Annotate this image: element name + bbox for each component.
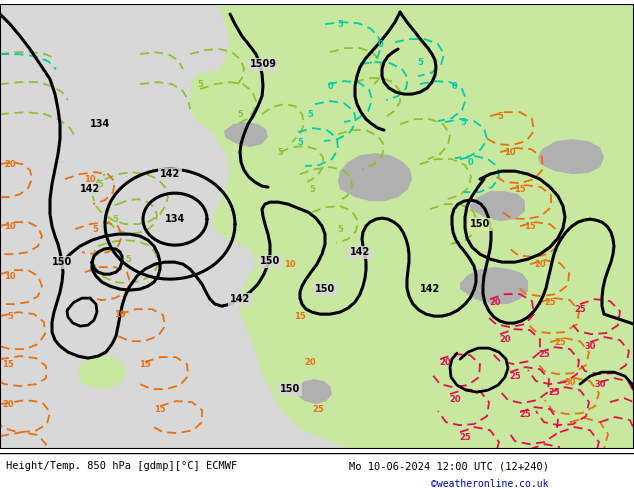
Text: 20: 20	[489, 297, 501, 307]
Polygon shape	[338, 153, 412, 201]
Polygon shape	[224, 122, 268, 147]
Text: 20: 20	[499, 335, 511, 343]
Text: 20: 20	[2, 400, 14, 409]
Text: 5: 5	[7, 312, 13, 320]
Text: 25: 25	[509, 371, 521, 381]
Text: 15: 15	[524, 221, 536, 231]
Text: 10: 10	[284, 260, 296, 269]
Text: 10: 10	[84, 174, 96, 184]
Text: 5: 5	[297, 138, 303, 147]
Text: 0: 0	[377, 40, 383, 49]
Text: 10: 10	[4, 271, 16, 281]
Text: 5: 5	[125, 255, 131, 264]
Text: 10: 10	[4, 221, 16, 231]
Polygon shape	[268, 321, 293, 354]
Polygon shape	[458, 79, 510, 135]
Text: 0: 0	[452, 82, 458, 91]
Text: 25: 25	[544, 297, 556, 307]
Text: 5: 5	[237, 110, 243, 119]
Text: 134: 134	[90, 119, 110, 129]
Text: 20: 20	[439, 358, 451, 367]
Text: 20: 20	[304, 358, 316, 367]
Text: 10: 10	[504, 147, 516, 157]
Text: 142: 142	[350, 247, 370, 257]
Text: 150: 150	[470, 219, 490, 229]
Text: 5: 5	[309, 185, 315, 194]
Text: 0: 0	[327, 82, 333, 91]
Polygon shape	[295, 379, 332, 404]
Text: 5: 5	[337, 224, 343, 234]
Polygon shape	[300, 4, 562, 244]
Text: 30: 30	[585, 342, 596, 351]
Text: 5: 5	[92, 224, 98, 234]
Text: 1509: 1509	[250, 59, 276, 69]
Text: 15: 15	[514, 185, 526, 194]
Text: 25: 25	[574, 305, 586, 314]
Polygon shape	[78, 356, 126, 389]
Text: 25: 25	[519, 410, 531, 418]
Text: 134: 134	[165, 214, 185, 224]
Text: 0: 0	[467, 158, 473, 167]
Text: 5: 5	[460, 118, 466, 126]
Text: 142: 142	[230, 294, 250, 304]
Polygon shape	[206, 4, 634, 449]
Text: 150: 150	[315, 284, 335, 294]
Text: 10: 10	[114, 310, 126, 318]
Text: 15: 15	[139, 360, 151, 368]
Polygon shape	[190, 71, 286, 146]
Text: 150: 150	[260, 256, 280, 266]
Polygon shape	[460, 267, 528, 304]
Text: 20: 20	[4, 160, 16, 169]
Text: 25: 25	[548, 388, 560, 396]
Text: 25: 25	[312, 405, 324, 414]
Text: 25: 25	[554, 338, 566, 346]
Text: 30: 30	[594, 380, 605, 389]
Text: 5: 5	[497, 112, 503, 121]
Text: ©weatheronline.co.uk: ©weatheronline.co.uk	[431, 480, 548, 490]
Polygon shape	[538, 139, 604, 174]
Text: 5: 5	[112, 215, 118, 223]
Text: 15: 15	[154, 405, 166, 414]
Polygon shape	[340, 49, 400, 171]
Text: 5: 5	[307, 110, 313, 119]
Text: 25: 25	[459, 433, 471, 441]
Polygon shape	[258, 329, 280, 354]
Text: 142: 142	[160, 169, 180, 179]
Text: 20: 20	[534, 260, 546, 269]
Text: 30: 30	[564, 378, 576, 387]
Text: 150: 150	[280, 384, 300, 394]
Text: 25: 25	[538, 350, 550, 359]
Text: Mo 10-06-2024 12:00 UTC (12+240): Mo 10-06-2024 12:00 UTC (12+240)	[349, 461, 548, 471]
Polygon shape	[290, 330, 333, 373]
Text: 20: 20	[449, 394, 461, 404]
Polygon shape	[470, 191, 525, 221]
Text: 5: 5	[197, 79, 203, 89]
Text: 5: 5	[277, 147, 283, 157]
Text: 5: 5	[337, 20, 343, 28]
Text: 142: 142	[80, 184, 100, 194]
Text: 5: 5	[417, 58, 423, 67]
Text: Height/Temp. 850 hPa [gdmp][°C] ECMWF: Height/Temp. 850 hPa [gdmp][°C] ECMWF	[6, 461, 238, 471]
Text: 5: 5	[97, 180, 103, 189]
Text: 15: 15	[2, 360, 14, 368]
Text: 150: 150	[52, 257, 72, 267]
Text: 15: 15	[294, 312, 306, 320]
Text: 142: 142	[420, 284, 440, 294]
